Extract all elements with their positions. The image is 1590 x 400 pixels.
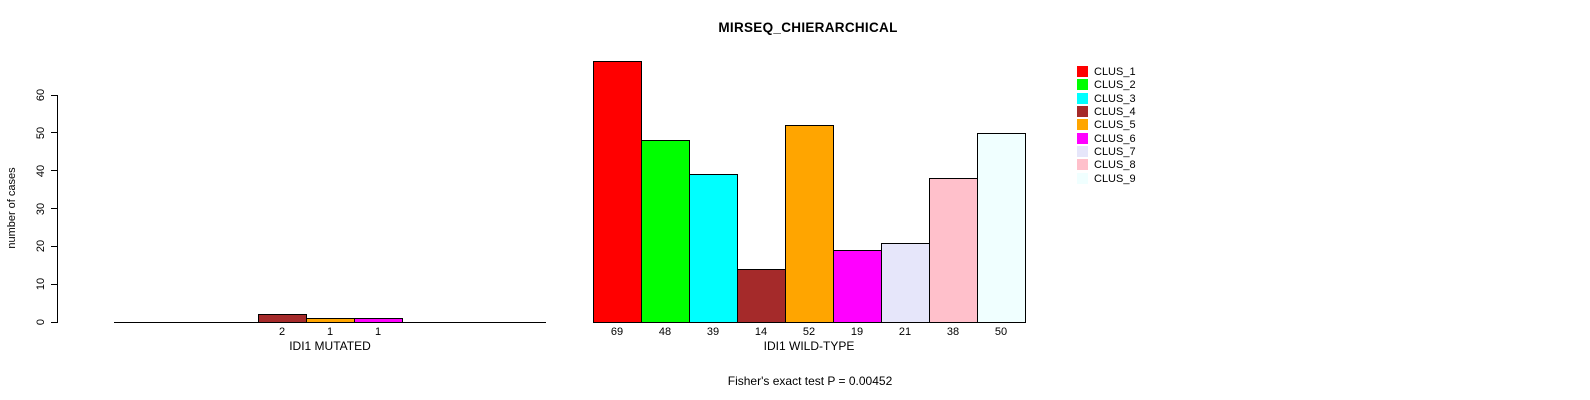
bar-value-idi1-mutated-clus-4: 2: [278, 326, 286, 338]
legend-label-clus-9: CLUS_9: [1094, 172, 1136, 185]
y-tick-label: 0: [35, 318, 47, 326]
y-tick-line: [51, 283, 58, 285]
x-axis-label-idi1-mutated: IDI1 MUTATED: [289, 339, 371, 353]
bar-idi1-wild-type-clus-7: [881, 243, 930, 323]
bar-idi1-wild-type-clus-6: [833, 250, 882, 323]
bar-idi1-mutated-clus-4: [258, 314, 307, 323]
legend-swatch-clus-4: [1077, 106, 1088, 118]
y-tick-line: [51, 94, 58, 96]
bar-idi1-mutated-clus-5: [306, 318, 355, 323]
y-axis-line: [57, 95, 58, 323]
fisher-test-annotation: Fisher's exact test P = 0.00452: [727, 374, 893, 388]
legend-swatch-clus-1: [1077, 66, 1088, 77]
bar-idi1-wild-type-clus-1: [593, 61, 642, 323]
legend-label-clus-1: CLUS_1: [1094, 66, 1136, 78]
bar-value-idi1-mutated-clus-6: 1: [374, 326, 382, 338]
legend-swatch-clus-7: [1077, 146, 1088, 158]
legend-label-clus-2: CLUS_2: [1094, 79, 1136, 92]
legend-swatch-clus-5: [1077, 119, 1088, 131]
bar-value-idi1-wild-type-clus-5: 52: [802, 326, 816, 338]
bar-value-idi1-wild-type-clus-8: 38: [946, 326, 960, 338]
bar-idi1-mutated-clus-6: [354, 318, 403, 323]
bar-idi1-wild-type-clus-8: [929, 178, 978, 323]
legend-swatch-clus-6: [1077, 132, 1088, 144]
legend-label-clus-4: CLUS_4: [1094, 106, 1136, 119]
y-tick-label: 20: [35, 240, 47, 253]
bar-value-idi1-wild-type-clus-3: 39: [706, 326, 720, 338]
legend-label-clus-5: CLUS_5: [1094, 119, 1136, 132]
chart-title: MIRSEQ_CHIERARCHICAL: [718, 20, 898, 35]
bar-value-idi1-wild-type-clus-1: 69: [610, 326, 624, 338]
y-tick-line: [51, 321, 58, 323]
bar-idi1-wild-type-clus-5: [785, 125, 834, 323]
x-axis-label-idi1-wild-type: IDI1 WILD-TYPE: [763, 339, 855, 353]
y-tick-label: 50: [35, 126, 47, 139]
legend-swatch-clus-3: [1077, 92, 1088, 104]
bar-idi1-wild-type-clus-2: [641, 140, 690, 323]
y-tick-label: 30: [35, 202, 47, 215]
bar-idi1-wild-type-clus-3: [689, 174, 738, 323]
y-tick-line: [51, 245, 58, 247]
y-axis-title: number of cases: [6, 167, 18, 249]
legend-label-clus-3: CLUS_3: [1094, 92, 1136, 105]
legend-label-clus-7: CLUS_7: [1094, 146, 1136, 159]
bar-idi1-wild-type-clus-4: [737, 269, 786, 323]
legend-label-clus-8: CLUS_8: [1094, 159, 1136, 172]
bar-value-idi1-wild-type-clus-2: 48: [658, 326, 672, 338]
legend-swatch-clus-8: [1077, 159, 1088, 171]
y-tick-line: [51, 170, 58, 172]
bar-idi1-wild-type-clus-9: [977, 133, 1026, 323]
y-tick-line: [51, 208, 58, 209]
legend-label-clus-6: CLUS_6: [1094, 132, 1136, 145]
bar-value-idi1-wild-type-clus-9: 50: [994, 326, 1008, 338]
bar-value-idi1-wild-type-clus-4: 14: [754, 326, 768, 338]
y-tick-label: 60: [35, 88, 47, 102]
bar-value-idi1-wild-type-clus-6: 19: [850, 326, 864, 338]
y-tick-label: 10: [35, 278, 47, 291]
bar-value-idi1-mutated-clus-5: 1: [326, 326, 334, 338]
legend-swatch-clus-9: [1077, 172, 1088, 184]
y-tick-line: [51, 132, 58, 134]
bar-value-idi1-wild-type-clus-7: 21: [898, 326, 912, 338]
y-tick-label: 40: [35, 164, 47, 177]
legend-swatch-clus-2: [1077, 79, 1088, 91]
